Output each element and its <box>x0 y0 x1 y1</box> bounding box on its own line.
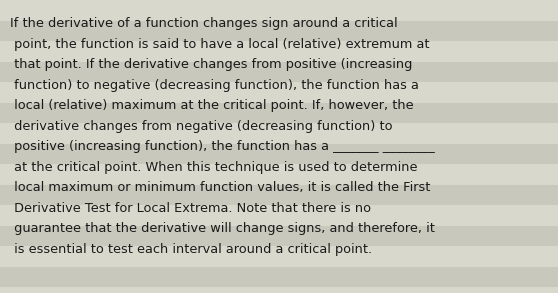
Bar <box>0 226 558 246</box>
Bar <box>0 62 558 82</box>
Bar <box>0 21 558 41</box>
Text: local (relative) maximum at the critical point. If, however, the: local (relative) maximum at the critical… <box>10 99 413 113</box>
Bar <box>0 144 558 164</box>
Bar <box>0 123 558 144</box>
Text: point, the function is said to have a local (relative) extremum at: point, the function is said to have a lo… <box>10 38 430 51</box>
Text: positive (increasing function), the function has a _______ ________: positive (increasing function), the func… <box>10 140 435 153</box>
Text: guarantee that the derivative will change signs, and therefore, it: guarantee that the derivative will chang… <box>10 222 435 235</box>
Bar <box>0 267 558 287</box>
Text: local maximum or minimum function values, it is called the First: local maximum or minimum function values… <box>10 181 430 194</box>
Bar <box>0 246 558 267</box>
Text: derivative changes from negative (decreasing function) to: derivative changes from negative (decrea… <box>10 120 392 133</box>
Text: function) to negative (decreasing function), the function has a: function) to negative (decreasing functi… <box>10 79 419 92</box>
Text: is essential to test each interval around a critical point.: is essential to test each interval aroun… <box>10 243 372 256</box>
Text: If the derivative of a function changes sign around a critical: If the derivative of a function changes … <box>10 17 398 30</box>
Text: at the critical point. When this technique is used to determine: at the critical point. When this techniq… <box>10 161 417 174</box>
Bar <box>0 0 558 21</box>
Text: Derivative Test for Local Extrema. Note that there is no: Derivative Test for Local Extrema. Note … <box>10 202 371 215</box>
Bar <box>0 205 558 226</box>
Bar <box>0 82 558 103</box>
Bar <box>0 287 558 293</box>
Text: that point. If the derivative changes from positive (increasing: that point. If the derivative changes fr… <box>10 58 412 71</box>
Bar <box>0 164 558 185</box>
Bar <box>0 41 558 62</box>
Bar <box>0 103 558 123</box>
Bar <box>0 185 558 205</box>
